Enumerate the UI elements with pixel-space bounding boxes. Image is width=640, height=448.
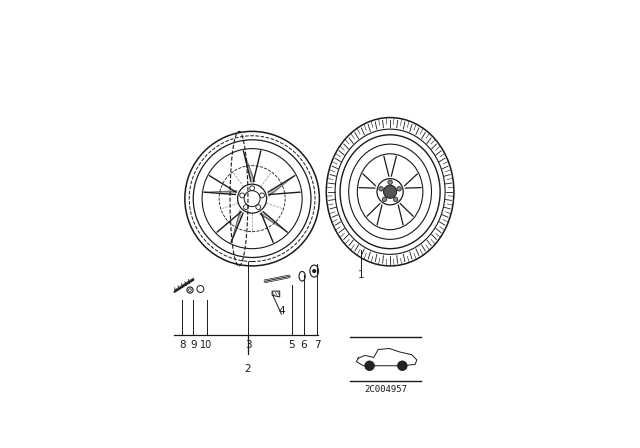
- Text: 1: 1: [358, 270, 364, 280]
- Text: 9: 9: [190, 340, 196, 350]
- Circle shape: [312, 269, 316, 273]
- Text: 2C004957: 2C004957: [364, 384, 407, 393]
- Text: 10: 10: [200, 340, 212, 350]
- Circle shape: [397, 186, 401, 191]
- Circle shape: [388, 180, 392, 185]
- Circle shape: [365, 361, 374, 370]
- Circle shape: [397, 361, 407, 370]
- Circle shape: [382, 197, 387, 202]
- Circle shape: [383, 185, 397, 198]
- Text: 8: 8: [179, 340, 186, 350]
- Circle shape: [379, 186, 383, 191]
- Text: 7: 7: [314, 340, 320, 350]
- Text: 2: 2: [244, 364, 252, 375]
- Text: 5: 5: [289, 340, 295, 350]
- Text: 4: 4: [278, 306, 285, 316]
- Text: 6: 6: [301, 340, 307, 350]
- Text: 3: 3: [244, 340, 252, 350]
- Circle shape: [394, 197, 398, 202]
